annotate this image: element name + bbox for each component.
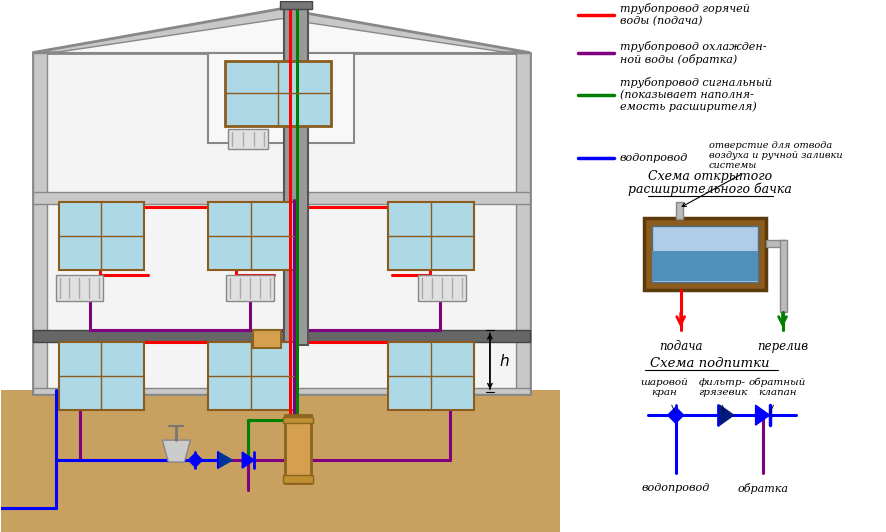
Bar	[285, 415, 311, 483]
Bar	[228, 129, 268, 148]
Bar	[280, 1, 312, 9]
Bar	[388, 342, 473, 410]
Bar	[388, 203, 473, 270]
Bar	[33, 53, 529, 394]
Bar	[33, 53, 46, 394]
Bar	[417, 276, 465, 301]
Text: перелив: перелив	[756, 340, 807, 353]
Text: трубопровод сигнальный
(показывает наполня-
емость расширителя): трубопровод сигнальный (показывает напол…	[619, 77, 771, 112]
Bar	[765, 240, 785, 247]
Text: водопровод: водопровод	[619, 154, 688, 163]
Text: обратный
клапан: обратный клапан	[748, 377, 805, 397]
Polygon shape	[242, 452, 254, 468]
Text: водопровод: водопровод	[641, 483, 709, 493]
Text: фильтр-
грязевик: фильтр- грязевик	[697, 378, 747, 397]
Bar	[208, 342, 294, 410]
Polygon shape	[162, 440, 190, 462]
Text: отверстие для отвода
воздуха и ручной заливки
системы: отверстие для отвода воздуха и ручной за…	[681, 140, 842, 206]
Bar	[225, 61, 330, 126]
Text: трубопровод охлажден-
ной воды (обратка): трубопровод охлажден- ной воды (обратка)	[619, 41, 766, 64]
Bar	[516, 53, 529, 394]
Bar	[58, 203, 144, 270]
Polygon shape	[188, 453, 202, 467]
Bar	[651, 252, 757, 281]
Bar	[33, 388, 529, 394]
Bar	[58, 342, 144, 410]
Bar	[284, 1, 307, 345]
Text: h: h	[500, 354, 509, 369]
Bar	[208, 53, 354, 143]
Text: подача: подача	[658, 340, 702, 353]
Bar	[33, 330, 529, 342]
Polygon shape	[33, 9, 529, 53]
Bar	[208, 203, 294, 270]
Text: трубопровод горячей
воды (подача): трубопровод горячей воды (подача)	[619, 3, 749, 26]
Text: обратка: обратка	[736, 483, 787, 494]
Bar	[651, 227, 757, 282]
Bar	[253, 330, 281, 348]
Polygon shape	[719, 405, 733, 425]
Bar	[1, 390, 559, 532]
Polygon shape	[54, 19, 508, 53]
Polygon shape	[755, 405, 769, 425]
Bar	[283, 417, 313, 423]
Bar	[779, 240, 786, 312]
Polygon shape	[667, 407, 683, 423]
Bar	[675, 203, 682, 219]
Bar	[643, 219, 765, 290]
Text: расширительного бачка: расширительного бачка	[627, 183, 790, 196]
Bar	[283, 475, 313, 483]
Text: шаровой
кран: шаровой кран	[639, 378, 687, 397]
Polygon shape	[218, 452, 232, 468]
Bar	[33, 193, 529, 204]
Text: Схема подпитки: Схема подпитки	[649, 357, 768, 370]
Bar	[226, 276, 274, 301]
Bar	[56, 276, 104, 301]
Text: Схема открытого: Схема открытого	[647, 170, 771, 184]
